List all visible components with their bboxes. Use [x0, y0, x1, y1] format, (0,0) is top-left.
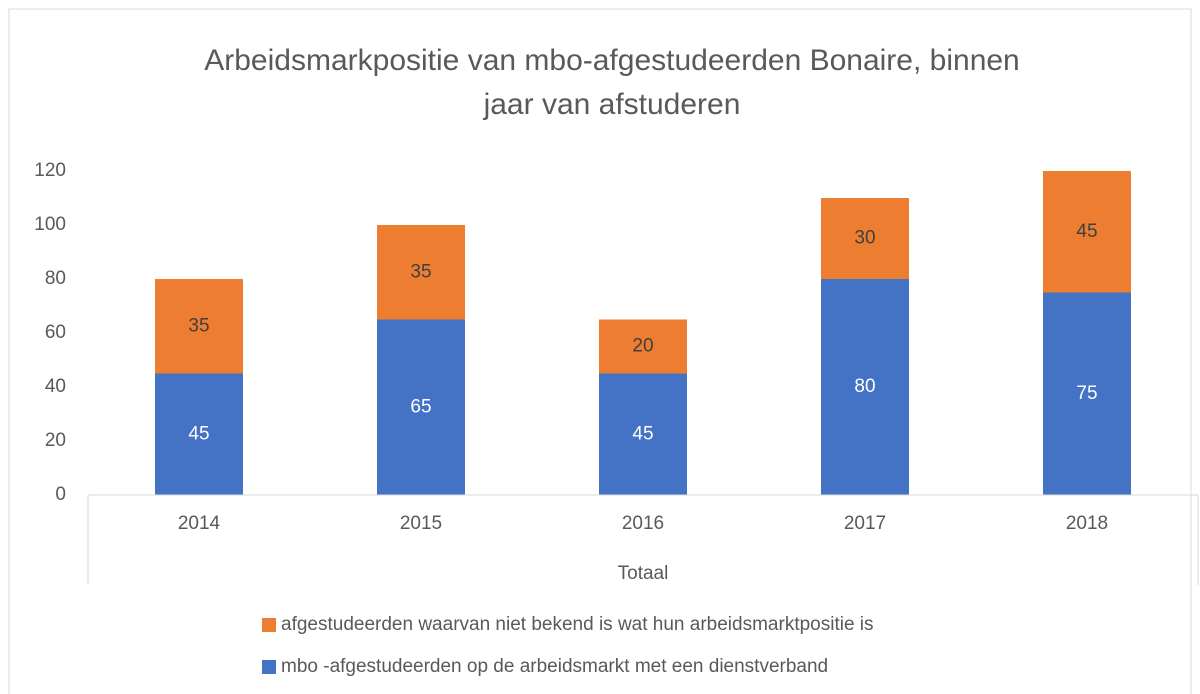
x-tick-label: 2014 [178, 513, 221, 534]
data-label: 45 [188, 423, 209, 444]
bar-segment [377, 319, 465, 495]
data-label: 45 [1076, 221, 1097, 242]
legend-swatch [262, 660, 276, 674]
bar-segment [599, 319, 687, 374]
category-group-label: Totaal [618, 563, 669, 584]
x-tick-label: 2016 [622, 513, 664, 534]
x-tick-label: 2017 [844, 513, 886, 534]
bar-segment [821, 279, 909, 495]
data-label: 80 [854, 376, 875, 397]
legend-label: afgestudeerden waarvan niet bekend is wa… [281, 614, 874, 635]
x-tick-label: 2018 [1066, 513, 1108, 534]
bar-segment [599, 373, 687, 495]
data-label: 65 [410, 396, 431, 417]
y-tick-label: 0 [55, 484, 66, 505]
bar-segment [1043, 292, 1131, 495]
y-tick-label: 60 [45, 322, 66, 343]
y-tick-label: 20 [45, 430, 66, 451]
data-label: 45 [632, 423, 653, 444]
bar-segment [155, 279, 243, 374]
chart-title-line: Arbeidsmarkpositie van mbo-afgestudeerde… [204, 44, 1020, 77]
data-label: 35 [410, 261, 431, 282]
y-tick-label: 100 [34, 214, 66, 235]
chart-title-line: jaar van afstuderen [483, 88, 741, 121]
data-label: 20 [632, 336, 653, 357]
data-label: 30 [854, 228, 875, 249]
bar-segment [155, 373, 243, 495]
legend-label: mbo -afgestudeerden op de arbeidsmarkt m… [281, 656, 828, 677]
y-tick-label: 40 [45, 376, 66, 397]
bar-segment [1043, 171, 1131, 293]
data-label: 35 [188, 315, 209, 336]
x-tick-label: 2015 [400, 513, 442, 534]
data-label: 75 [1076, 383, 1097, 404]
bar-segment [821, 198, 909, 279]
bar-segment [377, 225, 465, 320]
y-tick-label: 80 [45, 268, 66, 289]
y-tick-label: 120 [34, 160, 66, 181]
legend-swatch [262, 618, 276, 632]
